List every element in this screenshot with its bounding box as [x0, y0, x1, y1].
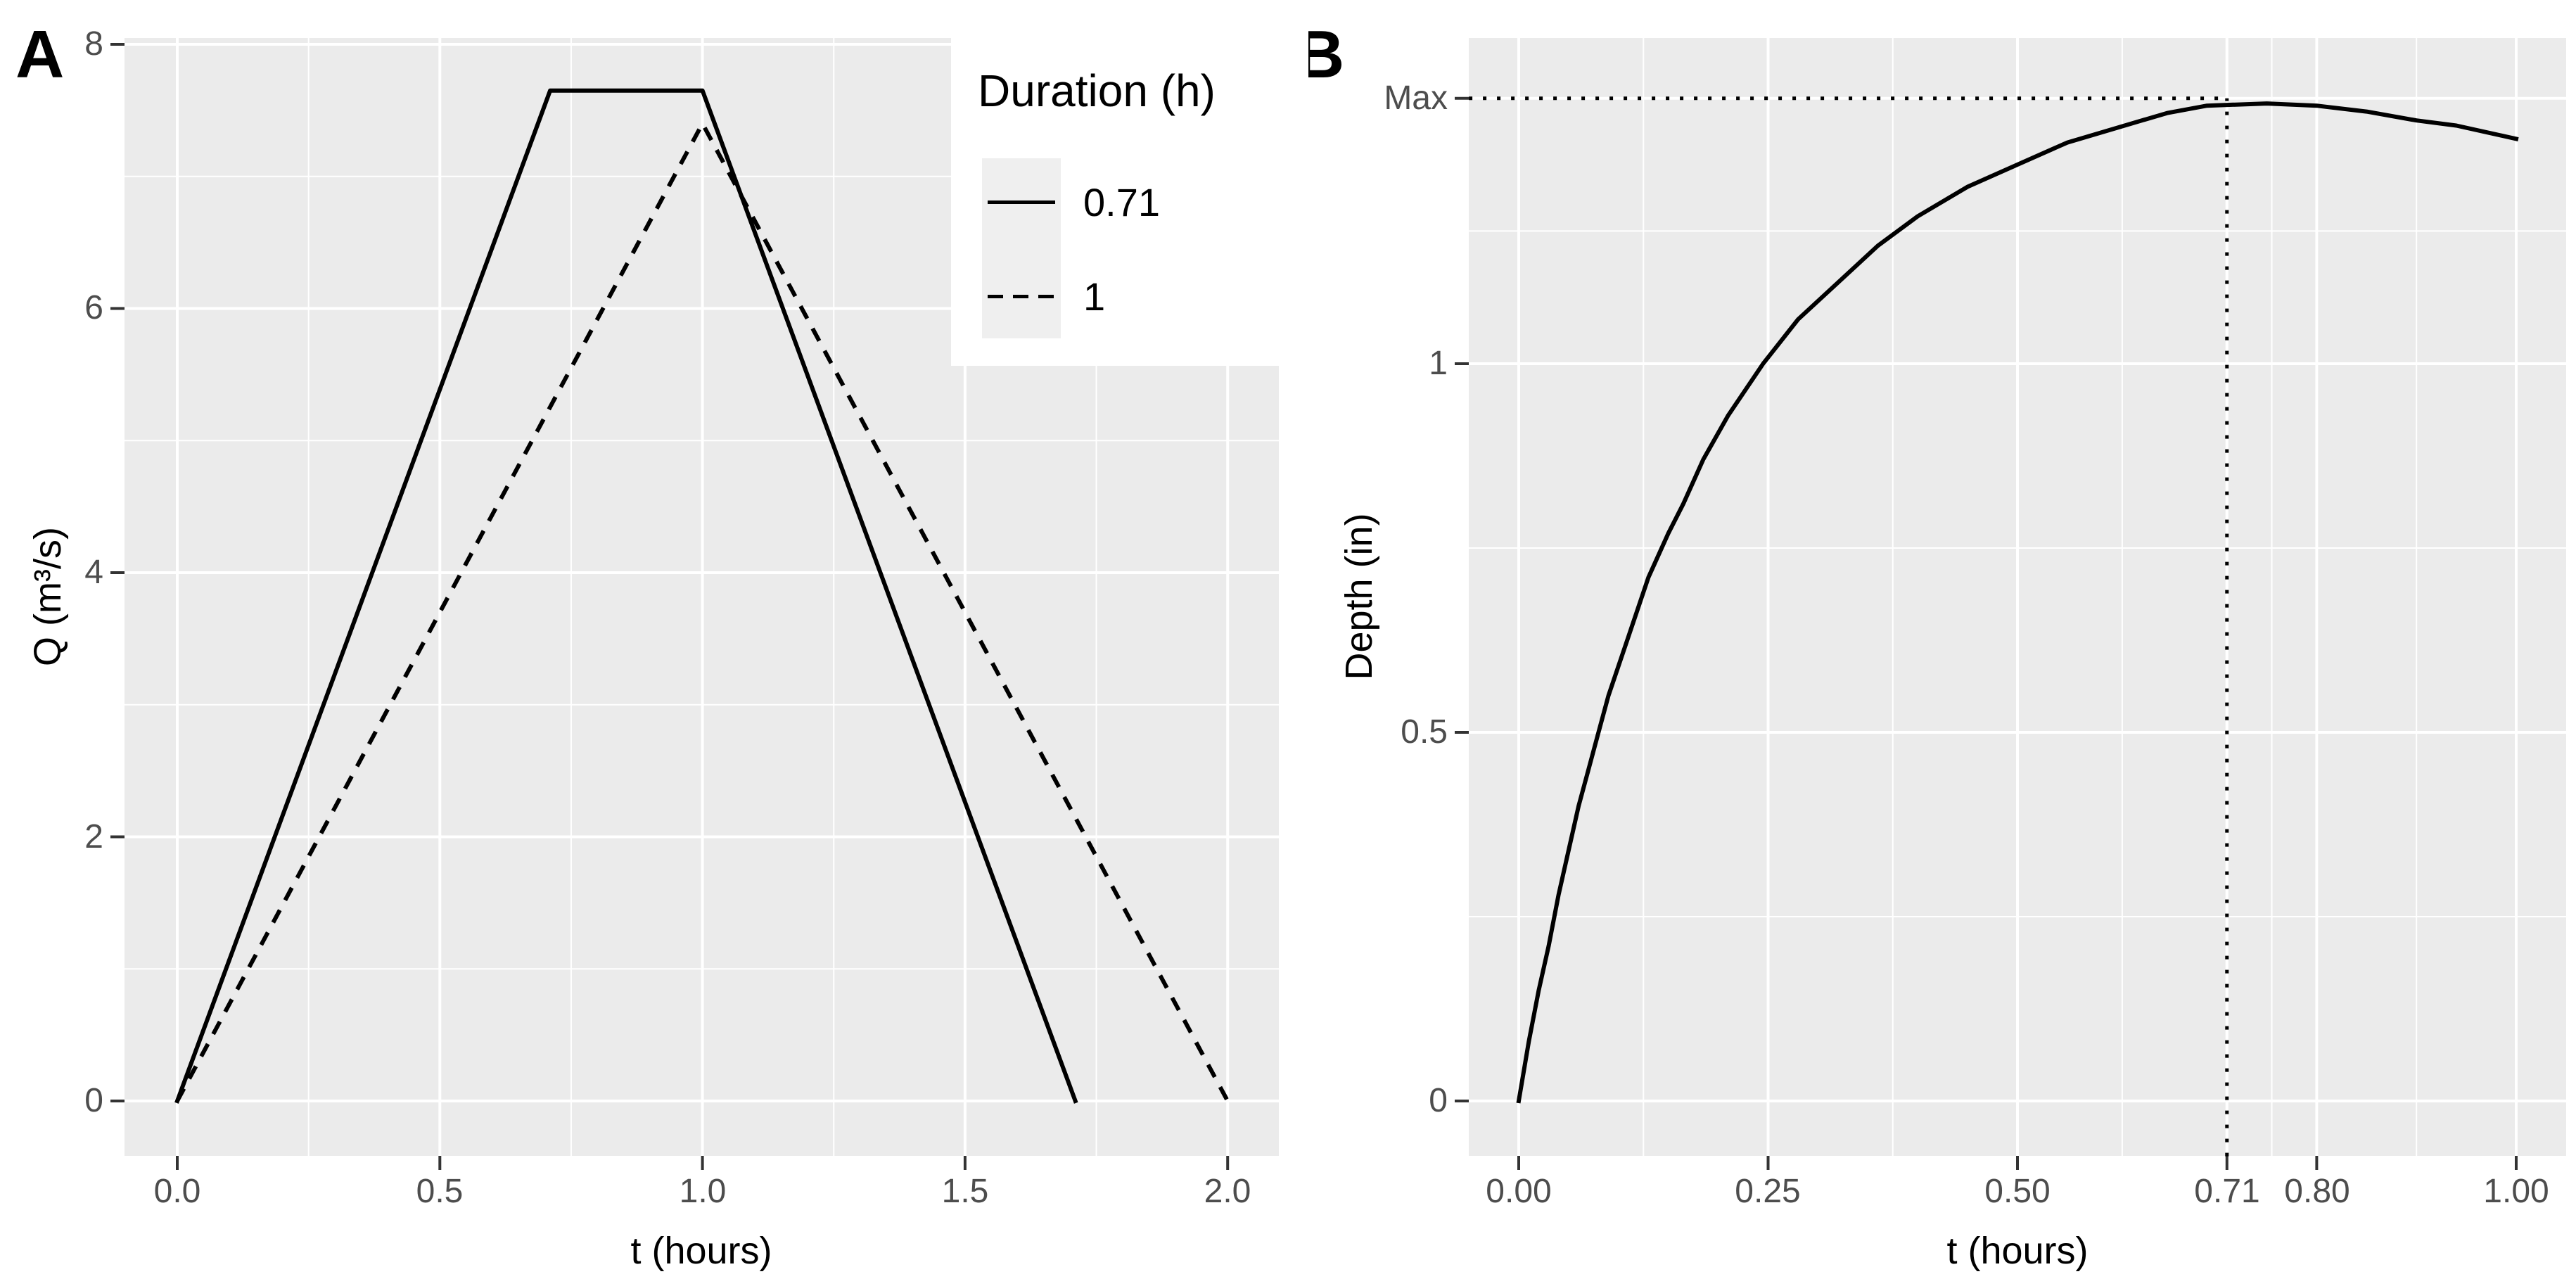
panel-b-y-axis-title: Depth (in) [1338, 513, 1380, 680]
x-tick-label: 0.0 [153, 1173, 201, 1210]
x-tick-label: 1.5 [941, 1173, 989, 1210]
y-tick-label: 6 [84, 289, 103, 326]
x-tick-label: 1.00 [2483, 1173, 2549, 1210]
x-tick-label: 2.0 [1204, 1173, 1251, 1210]
legend-key-column [982, 158, 1061, 338]
x-tick-label: 0.71 [2194, 1173, 2260, 1210]
legend-key-dashed-line [988, 295, 1055, 298]
legend-item-label: 1 [1083, 274, 1106, 319]
y-tick-label: 1 [1429, 345, 1448, 382]
x-tick-label: 0.50 [1984, 1173, 2051, 1210]
legend-title: Duration (h) [978, 65, 1216, 116]
panel-a-x-axis-title: t (hours) [630, 1230, 772, 1272]
y-tick-label: 8 [84, 25, 103, 63]
x-tick-label: 0.5 [416, 1173, 464, 1210]
y-tick-label: 0.5 [1401, 713, 1448, 751]
legend-item-label: 0.71 [1083, 180, 1160, 224]
panel-a-label: A [15, 17, 65, 92]
legend-key-solid-line [988, 200, 1055, 204]
y-tick-label: 0 [1429, 1082, 1448, 1119]
y-tick-label: 4 [84, 554, 103, 591]
x-tick-label: 0.80 [2284, 1173, 2350, 1210]
y-tick-label-max: Max [1384, 79, 1448, 117]
y-tick-label: 2 [84, 818, 103, 855]
legend: Duration (h) 0.71 1 [951, 13, 1308, 366]
panel-b-x-axis-title: t (hours) [1946, 1230, 2089, 1272]
y-tick-label: 0 [84, 1082, 103, 1119]
x-tick-label: 1.0 [679, 1173, 727, 1210]
x-tick-label: 0.00 [1486, 1173, 1552, 1210]
panel-a-y-axis-title: Q (m³/s) [27, 527, 69, 666]
x-tick-label: 0.25 [1735, 1173, 1801, 1210]
